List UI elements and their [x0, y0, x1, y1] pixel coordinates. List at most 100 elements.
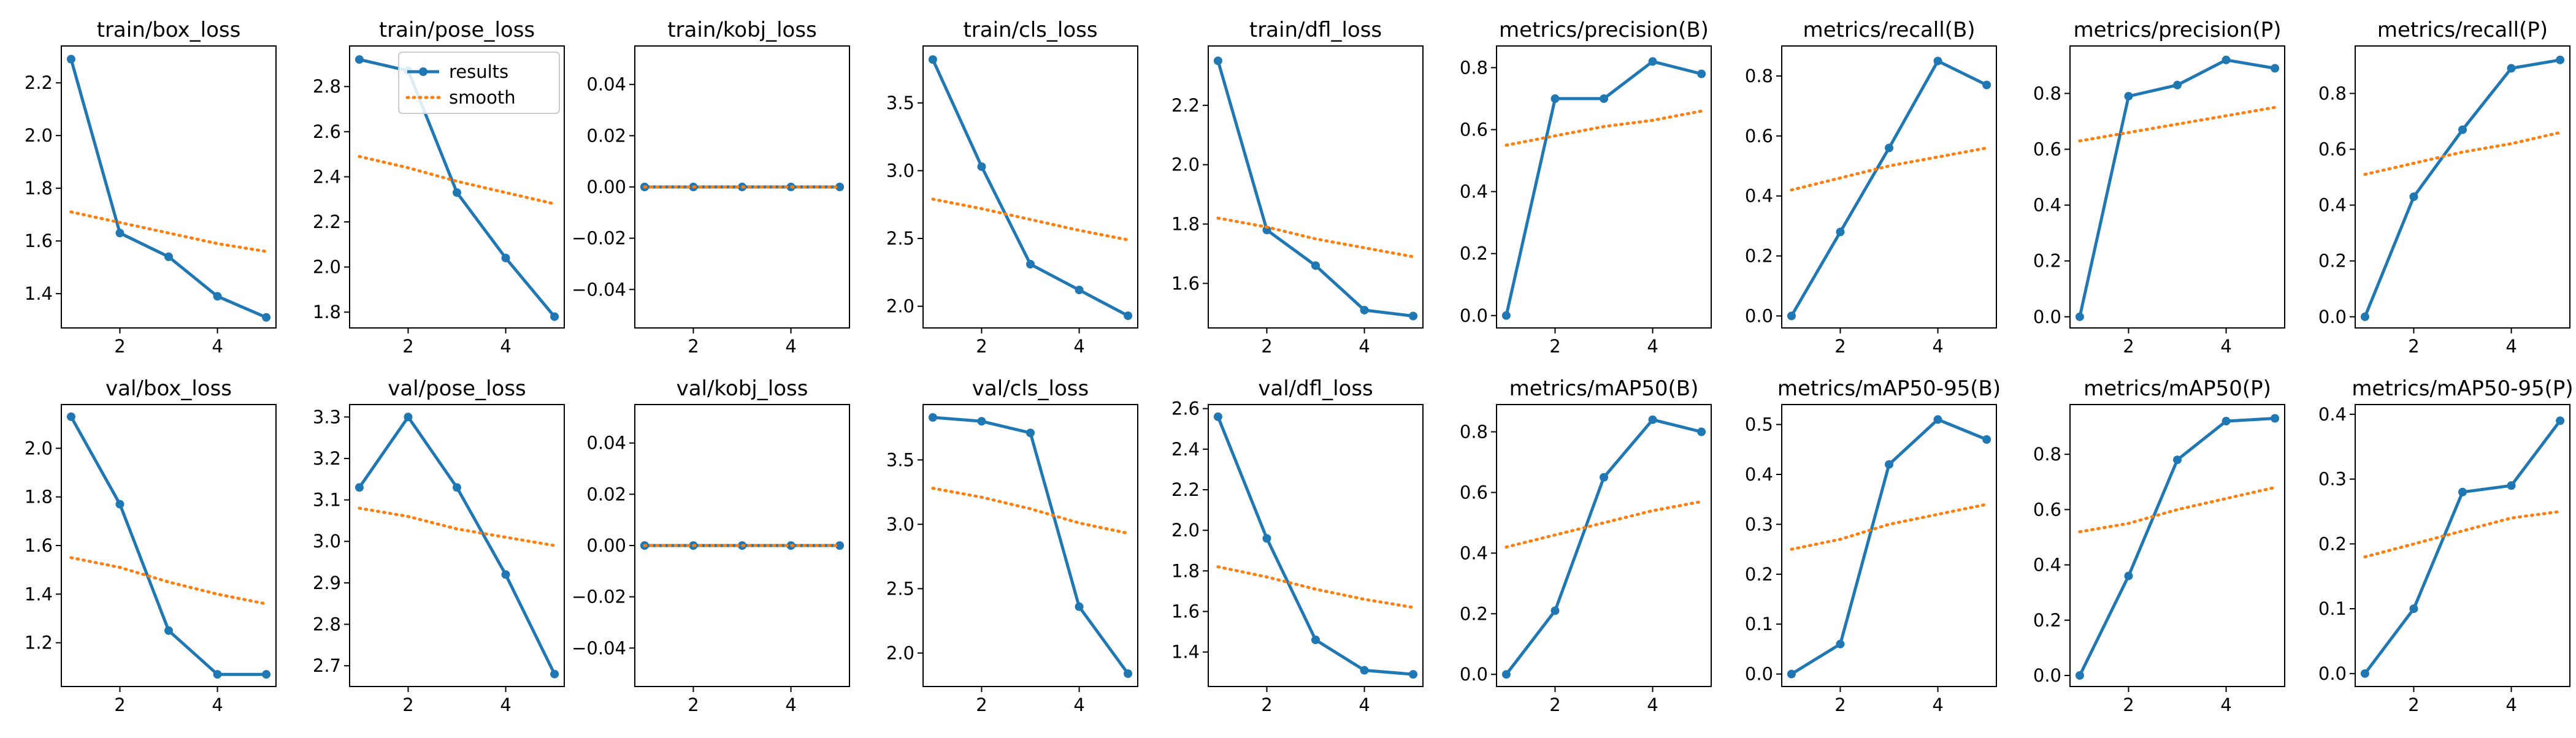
subplot-title: metrics/mAP50(B) — [1509, 376, 1699, 401]
results-point — [1311, 261, 1320, 270]
y-tick-label: 1.6 — [1171, 601, 1200, 622]
subplot-6: metrics/precision(B) 2 4 0.0 0.2 0.4 0.6 0.8 — [1460, 18, 1712, 357]
subplot-11: val/pose_loss 2 4 2.7 2.8 2.9 3.0 3.1 3.2 3.3 — [313, 376, 565, 715]
smooth-line — [358, 506, 556, 547]
results-point — [2409, 604, 2418, 614]
subplot-title: val/kobj_loss — [677, 376, 808, 401]
y-tick-label: 3.2 — [313, 448, 341, 469]
subplot-title: train/cls_loss — [963, 18, 1097, 42]
x-tick-label: 4 — [212, 336, 223, 357]
subplot-17: metrics/mAP50(P) 2 4 0.0 0.2 0.4 0.6 0.8 — [2033, 376, 2285, 715]
results-point — [213, 670, 222, 679]
results-point — [2271, 414, 2280, 423]
y-tick-label: 0.4 — [1460, 181, 1488, 202]
x-tick-label: 4 — [785, 694, 796, 715]
x-tick-label: 4 — [785, 336, 796, 357]
y-tick-label: 0.0 — [1745, 664, 1773, 685]
results-point — [453, 188, 461, 197]
results-point — [1026, 260, 1035, 269]
y-tick-label: 2.5 — [886, 578, 914, 599]
subplot-1: train/box_loss 2 4 1.4 1.6 1.8 2.0 2.2 — [25, 18, 277, 357]
results-point — [453, 483, 461, 492]
smooth-line — [2363, 131, 2562, 176]
results-point — [1124, 311, 1133, 321]
y-tick-label: 1.8 — [25, 487, 53, 508]
subplot-title: train/dfl_loss — [1249, 18, 1382, 42]
y-tick-label: 0.4 — [2033, 555, 2061, 576]
results-point — [2409, 192, 2418, 201]
subplot-18: metrics/mAP50-95(P) 2 4 0.0 0.1 0.2 0.3 0.4 — [2318, 376, 2574, 715]
y-tick-label: 0.6 — [2033, 139, 2061, 160]
legend: results smooth — [398, 51, 560, 114]
y-tick-label: 2.6 — [313, 121, 341, 142]
subplot-title: metrics/mAP50(P) — [2083, 376, 2271, 401]
y-tick-label: 0.0 — [2033, 306, 2061, 327]
results-point — [2221, 55, 2231, 64]
subplot-5: train/dfl_loss 2 4 1.6 1.8 2.0 2.2 — [1171, 18, 1424, 357]
subplot-12: val/kobj_loss 2 4 −0.04 −0.02 0.00 0.02 0.04 — [572, 376, 850, 715]
y-tick-label: 0.8 — [2033, 444, 2061, 465]
y-tick-label: 0.0 — [1460, 305, 1488, 326]
smooth-line — [931, 487, 1130, 535]
plot-frame — [1208, 45, 1424, 329]
smooth-line — [931, 197, 1130, 242]
y-tick-label: 0.0 — [2033, 665, 2061, 686]
x-tick-label: 4 — [1932, 694, 1943, 715]
results-point — [2360, 312, 2369, 321]
subplot-3: train/kobj_loss 2 4 −0.04 −0.02 0.00 0.02 0.04 — [572, 18, 850, 357]
x-tick-label: 2 — [976, 336, 987, 357]
x-tick-label: 4 — [212, 694, 223, 715]
subplot-10: val/box_loss 2 4 1.2 1.4 1.6 1.8 2.0 — [25, 376, 277, 715]
y-tick-label: 3.5 — [886, 93, 914, 113]
results-point — [1885, 460, 1893, 469]
legend-results-label: results — [449, 61, 508, 82]
results-line — [1505, 418, 1702, 675]
x-tick-label: 2 — [976, 694, 987, 715]
results-point — [213, 292, 222, 301]
plot-frame — [61, 404, 277, 687]
y-tick-label: 0.00 — [586, 535, 626, 556]
results-point — [550, 669, 559, 679]
results-point — [1213, 412, 1222, 421]
smooth-line — [1216, 216, 1415, 259]
results-point — [1648, 415, 1657, 424]
results-point — [1697, 427, 1706, 436]
y-tick-label: 0.2 — [2318, 251, 2347, 272]
results-point — [2507, 481, 2516, 490]
plot-frame — [2355, 404, 2570, 687]
y-tick-label: 0.3 — [2318, 469, 2347, 490]
x-tick-label: 2 — [2408, 336, 2419, 357]
y-tick-label: 0.04 — [586, 74, 626, 95]
smooth-line — [1790, 503, 1988, 551]
plot-frame — [2069, 404, 2285, 687]
results-point — [1262, 226, 1271, 235]
x-tick-label: 4 — [1359, 336, 1370, 357]
y-tick-label: 0.0 — [1460, 664, 1488, 685]
y-tick-label: 0.00 — [586, 177, 626, 197]
y-tick-label: 2.0 — [1171, 520, 1200, 541]
y-tick-label: 0.4 — [1460, 542, 1488, 563]
results-point — [2124, 571, 2133, 580]
y-tick-label: 0.6 — [1460, 482, 1488, 503]
y-tick-label: 3.1 — [313, 490, 341, 511]
y-tick-label: −0.04 — [572, 637, 626, 658]
results-point — [1648, 57, 1657, 66]
y-tick-label: 0.0 — [2318, 306, 2347, 327]
plot-frame — [1781, 404, 1997, 687]
y-tick-label: 1.6 — [25, 230, 53, 251]
results-point — [2556, 55, 2565, 64]
x-tick-label: 4 — [2220, 694, 2231, 715]
y-tick-label: 0.8 — [2033, 83, 2061, 104]
x-tick-label: 2 — [2408, 694, 2419, 715]
y-tick-label: 1.4 — [1171, 642, 1200, 663]
y-tick-label: 1.6 — [1171, 273, 1200, 294]
y-tick-label: 3.0 — [886, 160, 914, 181]
results-line — [69, 416, 267, 676]
smooth-line — [1216, 565, 1415, 609]
results-point — [1360, 666, 1369, 675]
results-point — [2507, 64, 2516, 73]
results-point — [66, 412, 75, 421]
legend-smooth-label: smooth — [449, 87, 516, 108]
x-tick-label: 2 — [688, 336, 699, 357]
